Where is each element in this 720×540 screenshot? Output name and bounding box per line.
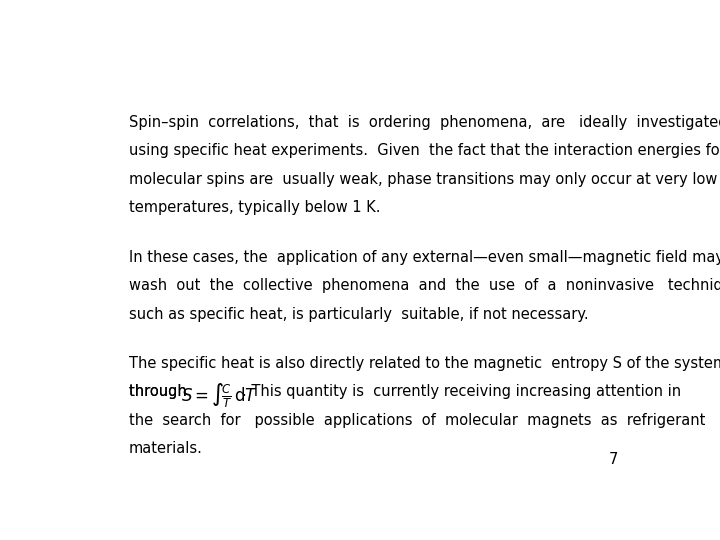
Text: . This quantity is  currently receiving increasing attention in: . This quantity is currently receiving i…: [242, 384, 681, 400]
Text: $S = \int\!\frac{C}{T}\,\mathrm{d}T$: $S = \int\!\frac{C}{T}\,\mathrm{d}T$: [181, 381, 258, 410]
Text: through: through: [129, 384, 196, 400]
Text: 7: 7: [609, 452, 618, 467]
Text: through: through: [129, 384, 196, 400]
Text: Spin–spin  correlations,  that  is  ordering  phenomena,  are   ideally  investi: Spin–spin correlations, that is ordering…: [129, 115, 720, 130]
Text: such as specific heat, is particularly  suitable, if not necessary.: such as specific heat, is particularly s…: [129, 307, 588, 322]
Text: materials.: materials.: [129, 441, 202, 456]
Text: the  search  for   possible  applications  of  molecular  magnets  as  refrigera: the search for possible applications of …: [129, 413, 705, 428]
Text: wash  out  the  collective  phenomena  and  the  use  of  a  noninvasive   techn: wash out the collective phenomena and th…: [129, 278, 720, 293]
Text: In these cases, the  application of any external—even small—magnetic field may: In these cases, the application of any e…: [129, 249, 720, 265]
Text: molecular spins are  usually weak, phase transitions may only occur at very low: molecular spins are usually weak, phase …: [129, 172, 717, 187]
Text: The specific heat is also directly related to the magnetic  entropy S of the sys: The specific heat is also directly relat…: [129, 356, 720, 371]
Text: using specific heat experiments.  Given  the fact that the interaction energies : using specific heat experiments. Given t…: [129, 143, 720, 158]
Text: temperatures, typically below 1 K.: temperatures, typically below 1 K.: [129, 200, 380, 215]
